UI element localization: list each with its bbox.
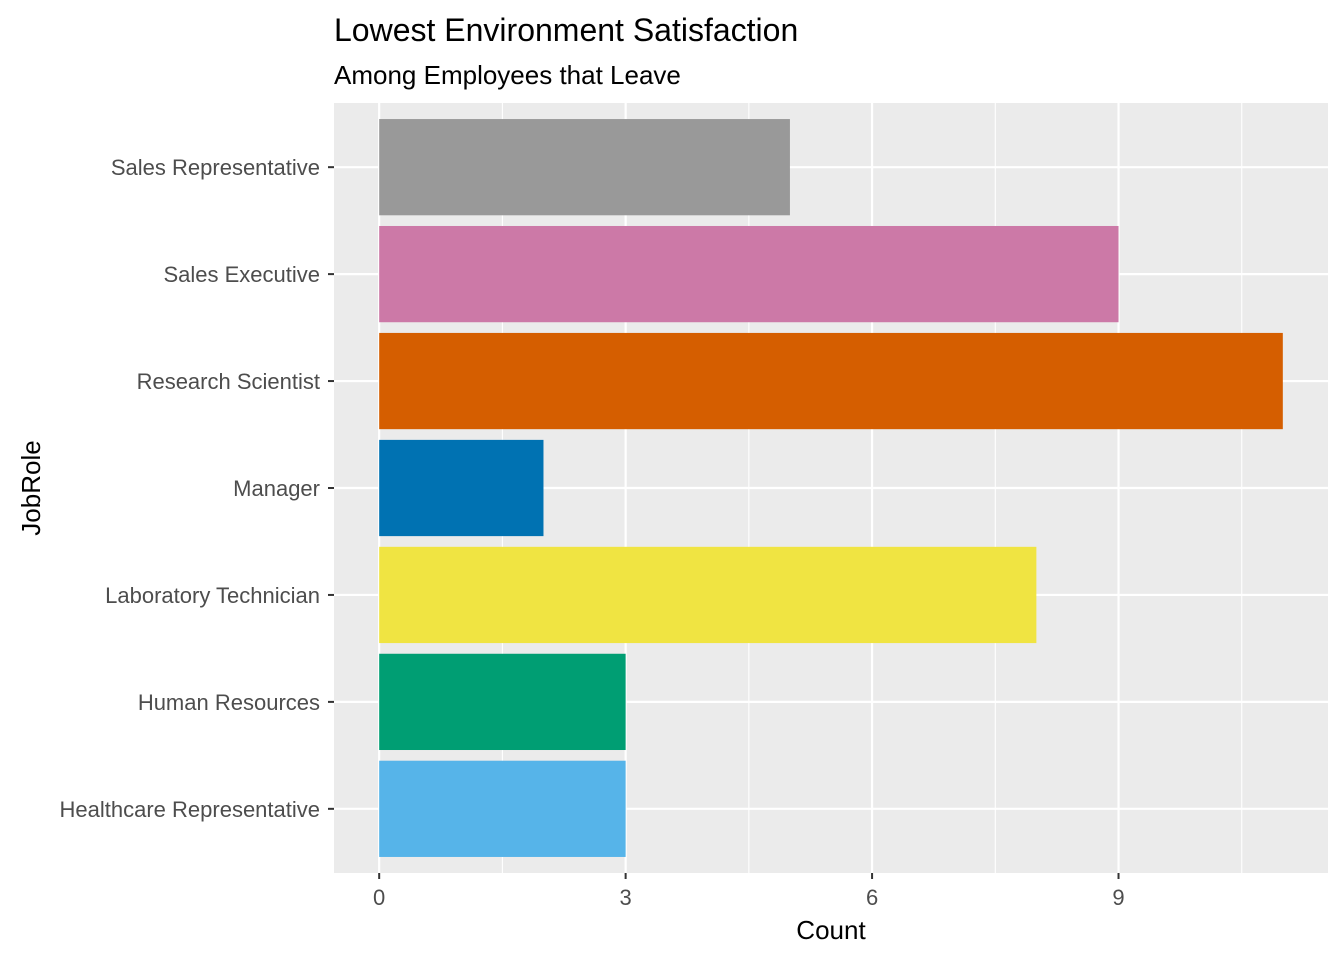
- y-tick-label: Sales Executive: [163, 262, 320, 287]
- y-tick-label: Healthcare Representative: [60, 797, 320, 822]
- x-tick-label: 9: [1112, 885, 1124, 910]
- bar-human-resources: [379, 653, 626, 751]
- y-tick-label: Sales Representative: [111, 155, 320, 180]
- bar-sales-representative: [379, 119, 790, 216]
- y-tick-label: Human Resources: [138, 690, 320, 715]
- y-axis-title: JobRole: [16, 440, 46, 535]
- y-tick-label: Manager: [233, 476, 320, 501]
- y-tick-label: Research Scientist: [137, 369, 320, 394]
- bar-sales-executive: [379, 225, 1119, 323]
- y-axis: Healthcare Representative Human Resources…: [60, 155, 334, 822]
- x-tick-label: 0: [373, 885, 385, 910]
- x-tick-label: 3: [620, 885, 632, 910]
- chart-subtitle: Among Employees that Leave: [334, 60, 681, 90]
- bar-manager: [379, 439, 544, 537]
- bar-laboratory-technician: [379, 546, 1037, 644]
- bar-research-scientist: [379, 332, 1283, 430]
- x-axis-title: Count: [796, 915, 866, 945]
- chart-title: Lowest Environment Satisfaction: [334, 12, 798, 48]
- bar-healthcare-representative: [379, 760, 626, 857]
- x-axis: 0 3 6 9: [373, 873, 1125, 910]
- y-tick-label: Laboratory Technician: [105, 583, 320, 608]
- bars: [379, 119, 1283, 857]
- x-tick-label: 6: [866, 885, 878, 910]
